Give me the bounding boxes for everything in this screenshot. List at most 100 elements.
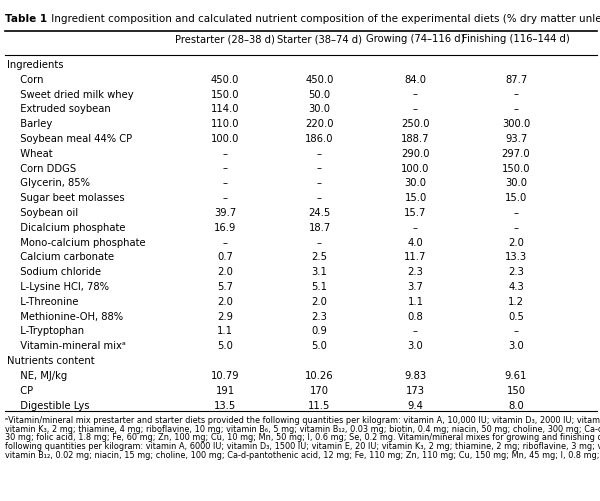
Text: 191: 191 (215, 385, 235, 395)
Text: 2.3: 2.3 (311, 311, 328, 321)
Text: Growing (74–116 d): Growing (74–116 d) (366, 34, 465, 44)
Text: NE, MJ/kg: NE, MJ/kg (14, 370, 68, 380)
Text: 450.0: 450.0 (305, 75, 334, 85)
Text: –: – (413, 222, 418, 232)
Text: 11.5: 11.5 (308, 400, 331, 410)
Text: 0.5: 0.5 (508, 311, 524, 321)
Text: 30.0: 30.0 (404, 178, 427, 188)
Text: Soybean oil: Soybean oil (14, 207, 79, 217)
Text: Ingredient composition and calculated nutrient composition of the experimental d: Ingredient composition and calculated nu… (48, 14, 600, 24)
Text: 290.0: 290.0 (401, 148, 430, 158)
Text: 8.0: 8.0 (508, 400, 524, 410)
Text: 24.5: 24.5 (308, 207, 331, 217)
Text: Prestarter (28–38 d): Prestarter (28–38 d) (175, 34, 275, 44)
Text: 5.0: 5.0 (311, 341, 328, 351)
Text: –: – (223, 163, 227, 173)
Text: –: – (223, 178, 227, 188)
Text: –: – (317, 193, 322, 203)
Text: Glycerin, 85%: Glycerin, 85% (14, 178, 91, 188)
Text: 150.0: 150.0 (502, 163, 530, 173)
Text: 0.7: 0.7 (217, 252, 233, 262)
Text: 300.0: 300.0 (502, 119, 530, 129)
Text: following quantities per kilogram: vitamin A, 6000 IU; vitamin D₃, 1500 IU; vita: following quantities per kilogram: vitam… (5, 441, 600, 450)
Text: 13.3: 13.3 (505, 252, 527, 262)
Text: 3.1: 3.1 (311, 267, 328, 277)
Text: 186.0: 186.0 (305, 134, 334, 144)
Text: –: – (223, 237, 227, 247)
Text: 250.0: 250.0 (401, 119, 430, 129)
Text: 4.3: 4.3 (508, 282, 524, 292)
Text: 100.0: 100.0 (401, 163, 430, 173)
Text: 2.0: 2.0 (217, 267, 233, 277)
Text: 11.7: 11.7 (404, 252, 427, 262)
Text: 5.0: 5.0 (217, 341, 233, 351)
Text: Table 1: Table 1 (5, 14, 47, 24)
Text: 30.0: 30.0 (505, 178, 527, 188)
Text: 39.7: 39.7 (214, 207, 236, 217)
Text: 150: 150 (506, 385, 526, 395)
Text: 5.1: 5.1 (311, 282, 328, 292)
Text: 30.0: 30.0 (308, 104, 331, 114)
Text: 9.4: 9.4 (407, 400, 424, 410)
Text: –: – (413, 104, 418, 114)
Text: Sugar beet molasses: Sugar beet molasses (14, 193, 125, 203)
Text: Soybean meal 44% CP: Soybean meal 44% CP (14, 134, 133, 144)
Text: 93.7: 93.7 (505, 134, 527, 144)
Text: 170: 170 (310, 385, 329, 395)
Text: vitamin K₃, 2 mg; thiamine, 4 mg; riboflavine, 10 mg; vitamin B₆, 5 mg; vitamin : vitamin K₃, 2 mg; thiamine, 4 mg; ribofl… (5, 424, 600, 433)
Text: 9.83: 9.83 (404, 370, 427, 380)
Text: 0.8: 0.8 (407, 311, 424, 321)
Text: L-Lysine HCl, 78%: L-Lysine HCl, 78% (14, 282, 109, 292)
Text: Barley: Barley (14, 119, 53, 129)
Text: vitamin B₁₂, 0.02 mg; niacin, 15 mg; choline, 100 mg; Ca-d-pantothenic acid, 12 : vitamin B₁₂, 0.02 mg; niacin, 15 mg; cho… (5, 450, 600, 459)
Text: Nutrients content: Nutrients content (7, 355, 95, 365)
Text: 1.1: 1.1 (407, 296, 424, 306)
Text: Methionine-OH, 88%: Methionine-OH, 88% (14, 311, 124, 321)
Text: Corn: Corn (14, 75, 44, 85)
Text: Wheat: Wheat (14, 148, 53, 158)
Text: 9.61: 9.61 (505, 370, 527, 380)
Text: Digestible Lys: Digestible Lys (14, 400, 90, 410)
Text: –: – (514, 207, 518, 217)
Text: Sodium chloride: Sodium chloride (14, 267, 101, 277)
Text: 87.7: 87.7 (505, 75, 527, 85)
Text: 10.79: 10.79 (211, 370, 239, 380)
Text: 13.5: 13.5 (214, 400, 236, 410)
Text: –: – (223, 148, 227, 158)
Text: 10.26: 10.26 (305, 370, 334, 380)
Text: Mono-calcium phosphate: Mono-calcium phosphate (14, 237, 146, 247)
Text: 173: 173 (406, 385, 425, 395)
Text: L-Threonine: L-Threonine (14, 296, 79, 306)
Text: –: – (514, 89, 518, 99)
Text: 0.9: 0.9 (311, 326, 328, 336)
Text: Ingredients: Ingredients (7, 60, 64, 70)
Text: –: – (413, 89, 418, 99)
Text: Finishing (116–144 d): Finishing (116–144 d) (462, 34, 570, 44)
Text: 188.7: 188.7 (401, 134, 430, 144)
Text: 15.0: 15.0 (505, 193, 527, 203)
Text: Dicalcium phosphate: Dicalcium phosphate (14, 222, 126, 232)
Text: –: – (317, 163, 322, 173)
Text: Starter (38–74 d): Starter (38–74 d) (277, 34, 362, 44)
Text: 50.0: 50.0 (308, 89, 331, 99)
Text: Corn DDGS: Corn DDGS (14, 163, 77, 173)
Text: 450.0: 450.0 (211, 75, 239, 85)
Text: 4.0: 4.0 (407, 237, 424, 247)
Text: 2.0: 2.0 (508, 237, 524, 247)
Text: 30 mg; folic acid, 1.8 mg; Fe, 60 mg; Zn, 100 mg; Cu, 10 mg; Mn, 50 mg; I, 0.6 m: 30 mg; folic acid, 1.8 mg; Fe, 60 mg; Zn… (5, 432, 600, 441)
Text: 110.0: 110.0 (211, 119, 239, 129)
Text: 2.3: 2.3 (407, 267, 424, 277)
Text: 18.7: 18.7 (308, 222, 331, 232)
Text: Sweet dried milk whey: Sweet dried milk whey (14, 89, 134, 99)
Text: 84.0: 84.0 (404, 75, 427, 85)
Text: 2.9: 2.9 (217, 311, 233, 321)
Text: 15.0: 15.0 (404, 193, 427, 203)
Text: 2.0: 2.0 (311, 296, 328, 306)
Text: ᵃVitamin/mineral mix prestarter and starter diets provided the following quantit: ᵃVitamin/mineral mix prestarter and star… (5, 415, 600, 424)
Text: 16.9: 16.9 (214, 222, 236, 232)
Text: 1.1: 1.1 (217, 326, 233, 336)
Text: –: – (514, 222, 518, 232)
Text: –: – (514, 326, 518, 336)
Text: 150.0: 150.0 (211, 89, 239, 99)
Text: –: – (317, 237, 322, 247)
